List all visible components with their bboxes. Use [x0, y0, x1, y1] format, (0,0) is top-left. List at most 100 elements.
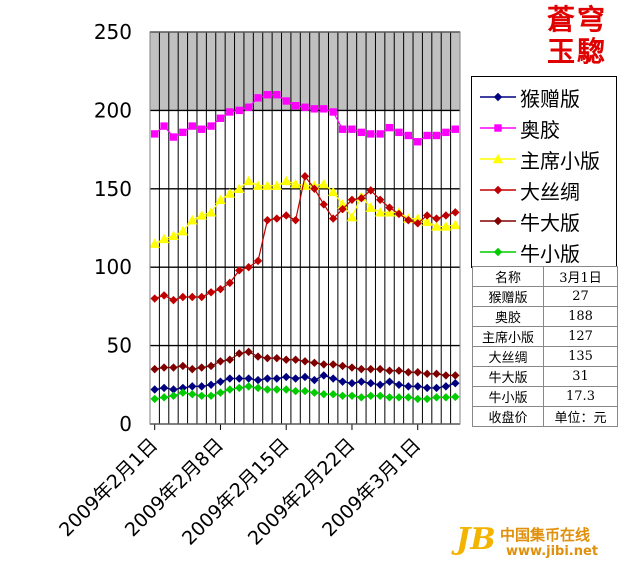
y-tick-label: 250 — [94, 20, 132, 44]
data-point — [178, 388, 188, 397]
data-point — [188, 122, 196, 130]
legend-item: 大丝绸 — [476, 174, 616, 204]
data-point — [253, 256, 263, 266]
data-point — [422, 211, 432, 220]
data-point — [244, 374, 253, 383]
jb-logo-icon: JB — [456, 522, 496, 557]
data-point — [263, 385, 272, 394]
data-point — [375, 391, 385, 400]
data-point — [282, 355, 291, 364]
table-cell-value: 17.3 — [543, 386, 618, 407]
data-point — [225, 278, 235, 288]
data-point — [394, 380, 404, 389]
series-line — [154, 174, 456, 301]
data-point — [159, 383, 169, 393]
data-point — [320, 105, 328, 113]
data-point — [150, 364, 159, 374]
data-point — [450, 219, 461, 230]
legend-item: 主席小版 — [476, 143, 616, 173]
table-row: 大丝绸 135 — [472, 346, 618, 367]
data-point — [149, 238, 160, 248]
data-point — [291, 101, 300, 110]
table-cell-name: 牛大版 — [472, 366, 544, 387]
table-cell-value: 单位：元 — [543, 406, 618, 427]
data-point — [225, 385, 235, 394]
data-point — [451, 208, 460, 217]
data-point — [328, 390, 338, 399]
data-point — [263, 374, 272, 383]
data-point — [441, 211, 451, 220]
data-point — [451, 125, 460, 133]
table-cell-name: 奥胶 — [472, 306, 544, 327]
table-cell-name: 收盘价 — [472, 406, 544, 427]
table-row: 牛大版 31 — [472, 366, 618, 387]
data-point — [413, 219, 422, 228]
table-cell-value: 135 — [543, 346, 618, 367]
data-point — [319, 200, 328, 209]
data-point — [441, 393, 451, 402]
table-row: 主席小版 127 — [472, 326, 618, 347]
data-point — [395, 128, 403, 137]
data-point — [272, 353, 282, 363]
data-point — [385, 377, 394, 386]
data-point — [253, 352, 263, 361]
data-point — [328, 360, 338, 369]
data-point — [215, 194, 226, 204]
data-point — [253, 375, 263, 385]
data-point — [310, 358, 319, 368]
data-point — [357, 128, 366, 137]
data-point — [338, 125, 347, 133]
data-point — [216, 114, 225, 122]
data-point — [422, 394, 432, 404]
data-point — [319, 371, 328, 380]
data-point — [394, 209, 404, 219]
data-point — [327, 186, 339, 197]
data-point — [357, 393, 366, 402]
data-point — [159, 291, 169, 300]
legend-item: 猴赠版 — [476, 81, 616, 111]
data-point — [394, 393, 404, 402]
site-logo: JB 中国集币在线 www.jibi.net — [456, 520, 616, 562]
data-point — [318, 178, 329, 189]
data-point — [253, 383, 263, 393]
data-point — [206, 288, 216, 297]
data-point — [432, 214, 441, 223]
data-point — [338, 391, 347, 400]
legend-marker — [492, 153, 504, 164]
data-point — [244, 103, 253, 111]
data-point — [169, 385, 178, 394]
data-point — [338, 204, 347, 214]
data-point — [196, 210, 207, 220]
data-point — [225, 355, 235, 364]
data-point — [263, 91, 272, 99]
data-point — [384, 207, 395, 217]
table-cell-value: 3月1日 — [543, 266, 618, 287]
legend-swatch-icon — [480, 185, 516, 195]
data-point — [338, 377, 347, 386]
table-row: 奥胶 188 — [472, 306, 618, 327]
data-point — [404, 368, 413, 377]
legend-marker — [493, 216, 503, 226]
data-point — [207, 122, 215, 130]
data-point — [206, 391, 216, 400]
y-tick-label: 50 — [107, 334, 132, 358]
legend-item: 牛小版 — [476, 236, 616, 266]
table-row: 猴赠版 27 — [472, 286, 618, 307]
data-point — [451, 379, 460, 388]
data-point — [291, 386, 300, 396]
data-point — [328, 214, 338, 223]
table-cell-value: 27 — [543, 286, 618, 307]
data-point — [366, 379, 375, 388]
data-point — [158, 233, 170, 244]
data-point — [440, 221, 452, 231]
data-point — [272, 385, 282, 394]
y-axis: 0 50 100 150 200 250 — [94, 20, 132, 436]
closing-price-table: 名称 3月1日 猴赠版 27 奥胶 188 主席小版 127 大丝绸 135 牛大版 31 牛小版 17.… — [472, 266, 618, 427]
data-point — [272, 214, 282, 223]
table-cell-name: 名称 — [472, 266, 544, 287]
site-url: www.jibi.net — [506, 544, 599, 559]
legend-item: 奥胶 — [476, 112, 616, 142]
data-point — [375, 195, 385, 204]
plot-border — [149, 31, 461, 425]
data-point — [367, 130, 375, 138]
